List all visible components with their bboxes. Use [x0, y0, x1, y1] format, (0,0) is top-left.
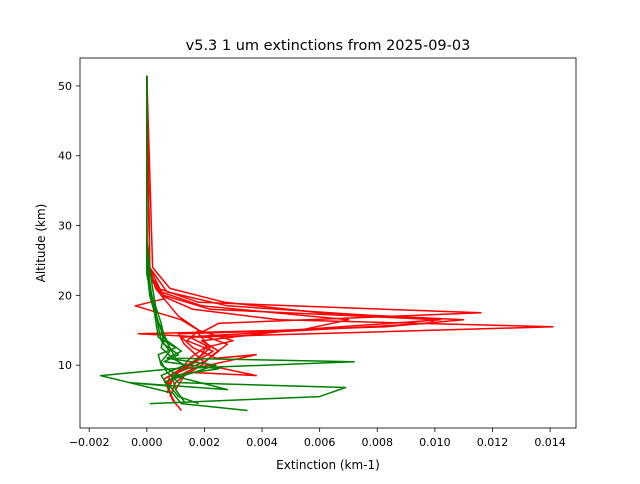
x-tick-label: 0.012	[477, 436, 509, 449]
profile-line-4	[146, 75, 350, 397]
y-tick-label: 50	[58, 80, 72, 93]
x-axis-ticks: −0.002 0.000 0.002 0.004 0.006 0.008 0.010 0.01…	[69, 428, 566, 449]
x-tick-label: 0.006	[304, 436, 336, 449]
y-axis-label: Altitude (km)	[34, 204, 48, 283]
x-tick-label: 0.008	[362, 436, 394, 449]
y-tick-label: 30	[58, 220, 72, 233]
y-axis-ticks: 10 20 30 40 50	[58, 80, 80, 372]
y-tick-label: 20	[58, 289, 72, 302]
y-tick-label: 40	[58, 150, 72, 163]
x-tick-label: 0.002	[189, 436, 221, 449]
profile-line-12	[146, 75, 217, 402]
x-tick-label: −0.002	[69, 436, 110, 449]
x-tick-label: 0.000	[131, 436, 163, 449]
profile-line-5	[146, 75, 436, 394]
chart-title: v5.3 1 um extinctions from 2025-09-03	[186, 38, 471, 54]
profile-line-13	[146, 75, 180, 384]
series-layer	[99, 75, 554, 412]
x-tick-label: 0.004	[246, 436, 278, 449]
x-tick-label: 0.014	[534, 436, 566, 449]
profile-line-14	[146, 75, 186, 390]
profile-line-6	[137, 75, 465, 390]
y-tick-label: 10	[58, 359, 72, 372]
plot-area-frame	[79, 57, 577, 429]
x-axis-label: Extinction (km-1)	[276, 458, 380, 472]
x-tick-label: 0.010	[419, 436, 451, 449]
